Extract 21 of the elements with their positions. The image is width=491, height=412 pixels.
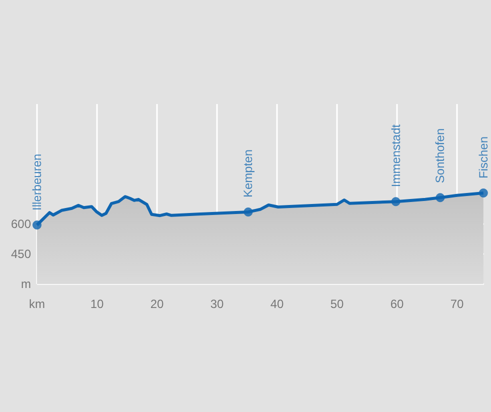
annotation: Sonthofen [433,128,448,184]
point [478,188,488,198]
annotation: Illerbeuren [30,154,44,210]
x-tick-label: 20 [150,297,164,311]
annotation: Immenstadt [388,124,403,188]
x-tick-label: 30 [210,297,224,311]
y-tick-label: m [21,277,31,291]
point [391,197,400,206]
annotation: Fischen [476,136,490,178]
point [32,220,42,230]
x-tick-label: 60 [390,297,404,311]
x-tick-label: 50 [330,297,344,311]
y-tick-label: 600 [10,217,32,231]
x-tick-label: km [29,297,45,311]
x-tick-label: 40 [270,297,284,311]
point [244,208,253,216]
y-tick-label: 450 [10,247,32,261]
annotation: Kempten [241,149,256,198]
x-tick-label: 70 [450,297,464,311]
point [436,193,445,202]
x-tick-label: 10 [90,297,104,311]
